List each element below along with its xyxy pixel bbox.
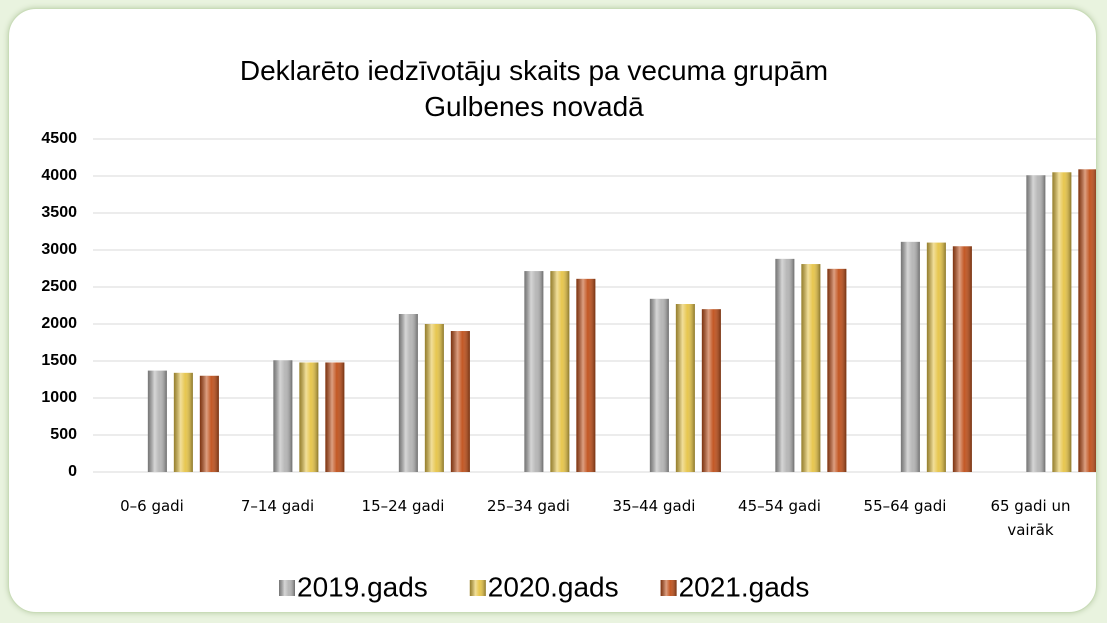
bar (450, 331, 470, 472)
bar (1026, 175, 1046, 472)
bar (273, 360, 293, 472)
y-tick-label: 3000 (41, 241, 77, 258)
bar (199, 375, 219, 472)
bar (576, 278, 596, 472)
bar (1078, 169, 1096, 472)
x-tick-label: 15–24 gadi (361, 497, 445, 515)
x-tick-label: 0–6 gadi (120, 497, 184, 515)
bar (173, 372, 193, 472)
bar (801, 264, 821, 472)
bar (775, 258, 795, 472)
y-tick-label: 1500 (41, 352, 77, 369)
bar (524, 271, 544, 472)
y-tick-label: 2500 (41, 278, 77, 295)
x-tick-label: 65 gadi un vairāk (990, 497, 1071, 539)
bar (926, 242, 946, 472)
bar (701, 309, 721, 472)
legend-swatch-shading (469, 580, 486, 596)
bar (952, 246, 972, 472)
y-tick-label: 2000 (41, 315, 77, 332)
legend-label: 2020.gads (488, 571, 619, 602)
bar (325, 362, 345, 472)
bar (424, 324, 444, 472)
bar (900, 241, 920, 472)
bar (675, 304, 695, 472)
bar (147, 370, 167, 472)
legend-swatch-shading (279, 580, 295, 596)
legend-label: 2021.gads (679, 571, 810, 602)
y-tick-label: 1000 (41, 389, 77, 406)
chart-frame: 0 500 1000 1500 2000 2500 3000 3500 4000 4500 2019… (8, 8, 1097, 613)
legend-label: 2019.gads (297, 571, 428, 602)
x-tick-label: 7–14 gadi (240, 497, 315, 515)
bar (1052, 172, 1072, 473)
y-tick-label: 500 (50, 426, 77, 443)
legend-swatch-shading (660, 580, 677, 596)
bar (649, 298, 669, 472)
bar (299, 362, 319, 472)
y-tick-label: 4500 (41, 130, 77, 147)
x-tick-label: 45–54 gadi (738, 497, 821, 515)
y-tick-label: 4000 (41, 167, 77, 184)
x-tick-label: 55–64 gadi (863, 497, 947, 515)
chart-title: Deklarēto iedzīvotāju skaits pa vecuma g… (239, 55, 829, 122)
x-tick-label: 35–44 gadi (612, 497, 696, 515)
y-tick-label: 3500 (41, 204, 77, 221)
x-tick-label: 25–34 gadi (487, 497, 570, 515)
bar (398, 314, 418, 472)
bar (550, 271, 570, 472)
y-tick-label: 0 (68, 463, 77, 480)
bar (827, 268, 847, 472)
